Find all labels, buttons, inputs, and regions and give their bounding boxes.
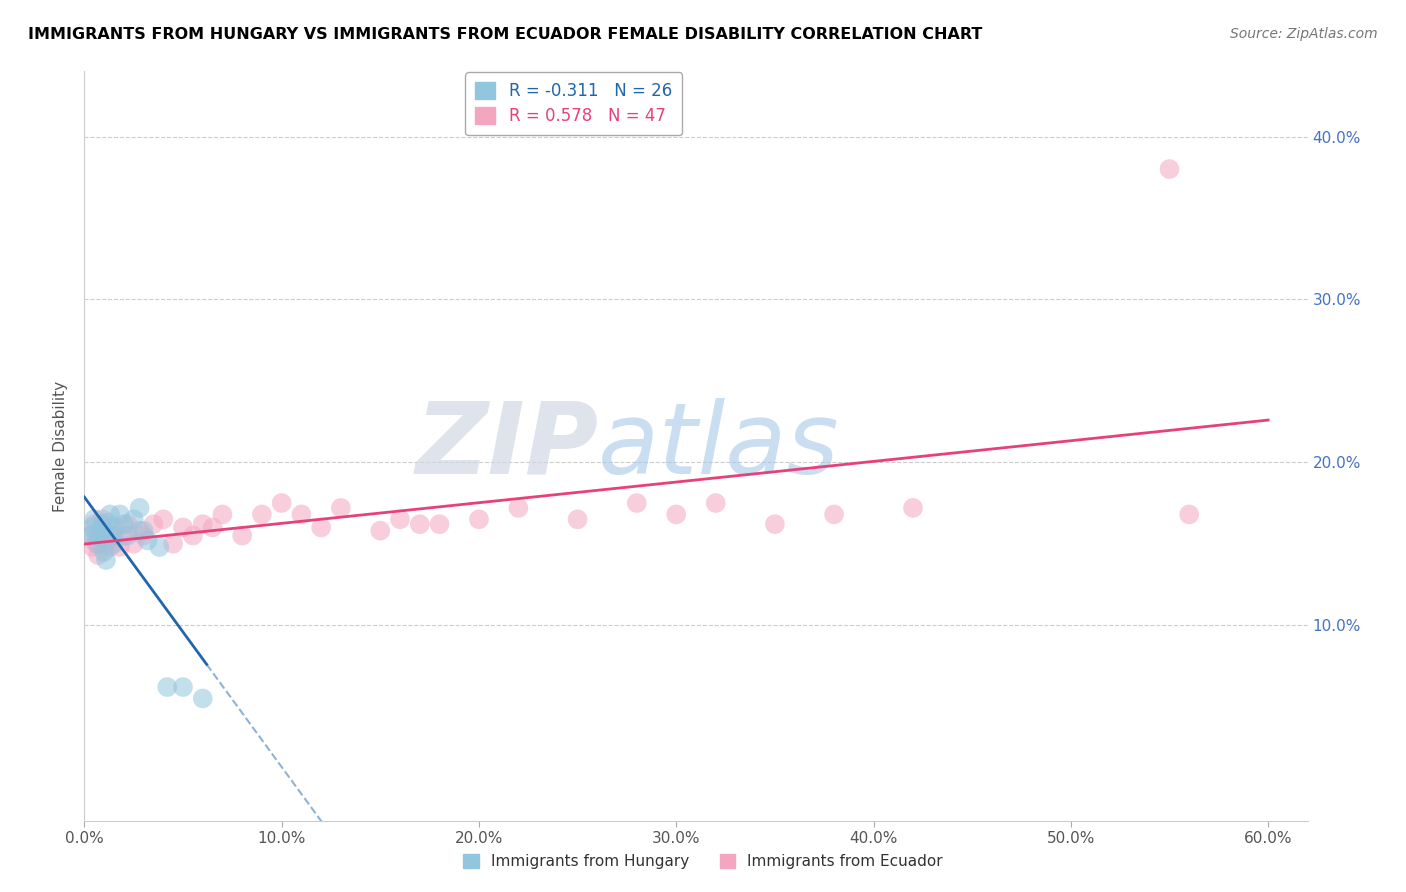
Point	[83, 512, 105, 526]
Text: Source: ZipAtlas.com: Source: ZipAtlas.com	[1230, 27, 1378, 41]
Point	[94, 553, 117, 567]
Point	[84, 528, 107, 542]
Point	[162, 537, 184, 551]
Point	[181, 528, 204, 542]
Y-axis label: Female Disability: Female Disability	[53, 380, 69, 512]
Point	[290, 508, 312, 522]
Point	[108, 540, 131, 554]
Point	[83, 517, 105, 532]
Point	[108, 508, 131, 522]
Point	[429, 517, 451, 532]
Point	[91, 517, 114, 532]
Point	[1178, 508, 1201, 522]
Point	[82, 520, 104, 534]
Point	[156, 680, 179, 694]
Point	[148, 540, 170, 554]
Point	[191, 691, 214, 706]
Point	[128, 524, 150, 538]
Point	[89, 528, 111, 542]
Point	[79, 528, 101, 542]
Point	[117, 528, 139, 542]
Point	[136, 533, 159, 548]
Point	[122, 537, 145, 551]
Point	[389, 512, 412, 526]
Point	[97, 533, 120, 548]
Point	[122, 512, 145, 526]
Point	[98, 540, 121, 554]
Point	[103, 537, 125, 551]
Point	[79, 528, 101, 542]
Point	[112, 517, 135, 532]
Point	[1159, 162, 1181, 177]
Point	[211, 508, 233, 522]
Point	[101, 528, 124, 542]
Point	[93, 524, 115, 538]
Point	[132, 528, 155, 542]
Point	[704, 496, 727, 510]
Point	[91, 512, 114, 526]
Point	[250, 508, 273, 522]
Point	[112, 528, 135, 542]
Point	[409, 517, 432, 532]
Point	[270, 496, 292, 510]
Point	[368, 524, 391, 538]
Point	[101, 520, 124, 534]
Text: atlas: atlas	[598, 398, 839, 494]
Legend: Immigrants from Hungary, Immigrants from Ecuador: Immigrants from Hungary, Immigrants from…	[457, 848, 949, 875]
Point	[468, 512, 491, 526]
Point	[191, 517, 214, 532]
Point	[104, 520, 127, 534]
Point	[93, 545, 115, 559]
Point	[87, 537, 110, 551]
Point	[508, 500, 530, 515]
Point	[201, 520, 224, 534]
Point	[152, 512, 174, 526]
Point	[329, 500, 352, 515]
Point	[93, 524, 115, 538]
Point	[97, 516, 120, 530]
Point	[117, 517, 139, 532]
Point	[84, 537, 107, 551]
Point	[98, 508, 121, 522]
Legend: R = -0.311   N = 26, R = 0.578   N = 47: R = -0.311 N = 26, R = 0.578 N = 47	[465, 72, 682, 136]
Text: IMMIGRANTS FROM HUNGARY VS IMMIGRANTS FROM ECUADOR FEMALE DISABILITY CORRELATION: IMMIGRANTS FROM HUNGARY VS IMMIGRANTS FR…	[28, 27, 983, 42]
Point	[626, 496, 648, 510]
Point	[132, 524, 155, 538]
Point	[142, 517, 165, 532]
Point	[82, 540, 104, 554]
Point	[901, 500, 924, 515]
Point	[567, 512, 589, 526]
Point	[172, 680, 194, 694]
Point	[103, 528, 125, 542]
Point	[172, 520, 194, 534]
Point	[128, 500, 150, 515]
Point	[823, 508, 845, 522]
Point	[309, 520, 332, 534]
Point	[665, 508, 688, 522]
Point	[87, 548, 110, 562]
Text: ZIP: ZIP	[415, 398, 598, 494]
Point	[231, 528, 253, 542]
Point	[763, 517, 786, 532]
Point	[89, 524, 111, 538]
